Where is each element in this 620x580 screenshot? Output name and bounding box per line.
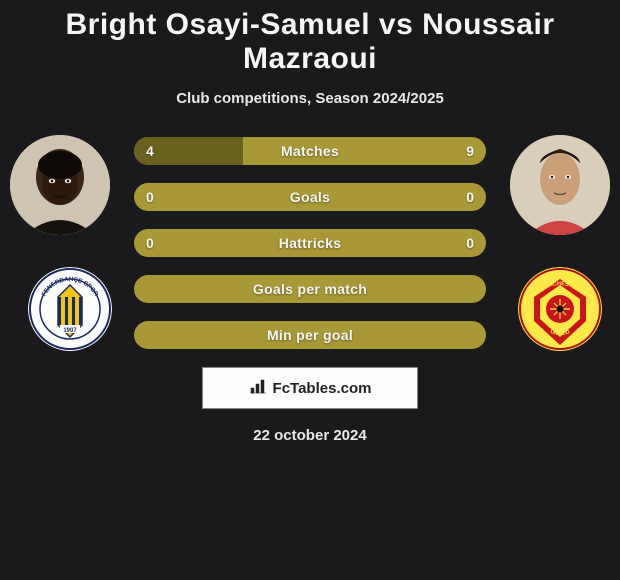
player-photo-left (10, 135, 110, 235)
stat-bars: 49Matches 00Goals 00Hattricks Goals per mat… (134, 135, 486, 349)
chart-icon (249, 377, 267, 399)
date-text: 22 october 2024 (0, 427, 620, 444)
subtitle: Club competitions, Season 2024/2025 (0, 90, 620, 107)
stat-bar: 00Goals (134, 183, 486, 211)
stat-label: Matches (134, 137, 486, 165)
player-photo-right (510, 135, 610, 235)
comparison-grid: 1907 FENERBAHÇE SPOR MANCHESTER UNITED 4… (0, 135, 620, 349)
club-badge-left: 1907 FENERBAHÇE SPOR (28, 267, 112, 351)
stat-label: Hattricks (134, 229, 486, 257)
stat-bar: 00Hattricks (134, 229, 486, 257)
stat-label: Min per goal (134, 321, 486, 349)
stat-bar: Min per goal (134, 321, 486, 349)
stat-bar: 49Matches (134, 137, 486, 165)
stat-bar: Goals per match (134, 275, 486, 303)
branding-text: FcTables.com (273, 380, 372, 397)
stat-label: Goals (134, 183, 486, 211)
stat-label: Goals per match (134, 275, 486, 303)
svg-text:1907: 1907 (63, 328, 77, 334)
page-title: Bright Osayi-Samuel vs Noussair Mazraoui (0, 0, 620, 76)
club-badge-right: MANCHESTER UNITED (518, 267, 602, 351)
branding-box: FcTables.com (202, 367, 418, 409)
